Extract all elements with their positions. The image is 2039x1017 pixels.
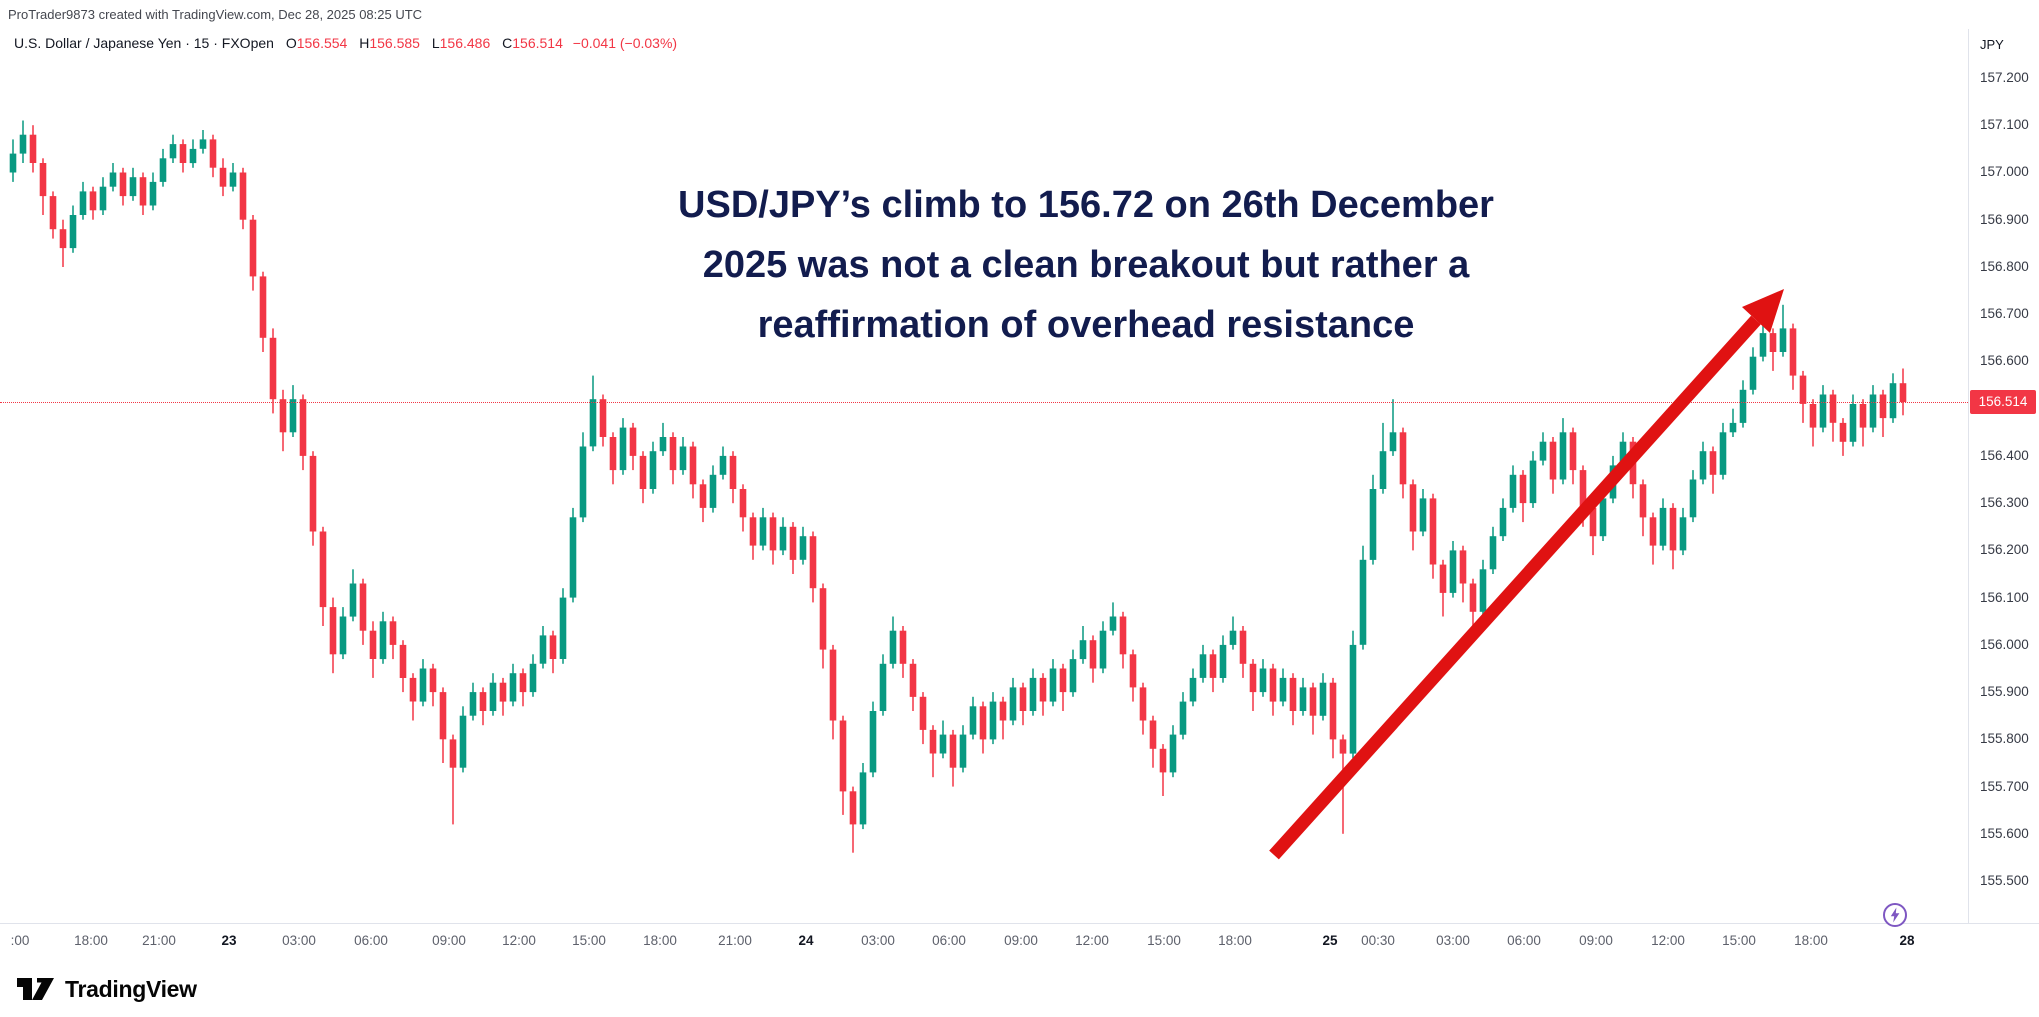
last-price-line xyxy=(0,402,1968,403)
price-tick: 155.600 xyxy=(1980,825,2029,841)
tradingview-logo-icon[interactable] xyxy=(16,975,56,1003)
price-tick: 155.500 xyxy=(1980,873,2029,889)
chart-pane: U.S. Dollar / Japanese Yen · 15 · FXOpen… xyxy=(0,29,1968,923)
time-tick: 15:00 xyxy=(572,933,606,948)
price-axis[interactable]: JPY 157.200 157.100 157.000 156.900 156.800 1… xyxy=(1968,29,2039,923)
time-tick: 12:00 xyxy=(502,933,536,948)
price-tick: 156.300 xyxy=(1980,495,2029,511)
time-tick: 18:00 xyxy=(1794,933,1828,948)
annotation-line-2: 2025 was not a clean breakout but rather… xyxy=(702,244,1470,286)
price-tick: 157.200 xyxy=(1980,70,2029,85)
tradingview-wordmark[interactable]: TradingView xyxy=(65,975,197,1002)
time-tick: 06:00 xyxy=(1507,933,1541,948)
time-tick: 28 xyxy=(1899,933,1915,948)
price-tick: 156.400 xyxy=(1980,447,2029,463)
time-tick: 23 xyxy=(221,933,237,948)
time-axis[interactable]: :00 18:00 21:00 23 03:00 06:00 09:00 12:00 15:00… xyxy=(0,923,2039,963)
open-label: O xyxy=(285,35,297,51)
time-tick: 12:00 xyxy=(1651,933,1685,948)
footer-bar: TradingView xyxy=(0,962,2039,1017)
time-tick: 00:30 xyxy=(1361,933,1395,948)
time-tick: 25 xyxy=(1322,933,1338,948)
price-tick: 155.700 xyxy=(1980,778,2029,794)
time-tick: 03:00 xyxy=(282,933,316,948)
time-tick: 09:00 xyxy=(432,933,466,948)
last-price-badge: 156.514 xyxy=(1970,390,2036,414)
time-tick: 09:00 xyxy=(1004,933,1038,948)
time-tick: 21:00 xyxy=(142,933,176,948)
price-tick: 156.000 xyxy=(1980,636,2029,652)
symbol-info[interactable]: U.S. Dollar / Japanese Yen · 15 · FXOpen xyxy=(14,35,274,51)
change-value: −0.041 (−0.03%) xyxy=(572,35,678,51)
annotation-line-3: reaffirmation of overhead resistance xyxy=(757,304,1415,346)
open-value: 156.554 xyxy=(296,35,348,51)
time-tick: 06:00 xyxy=(354,933,388,948)
time-tick: 21:00 xyxy=(718,933,752,948)
price-tick: 156.900 xyxy=(1980,211,2029,227)
low-label: L xyxy=(431,35,440,51)
time-tick: 24 xyxy=(798,933,814,948)
time-tick: 03:00 xyxy=(861,933,895,948)
price-tick: 156.700 xyxy=(1980,306,2029,322)
attribution-text: ProTrader9873 created with TradingView.c… xyxy=(8,7,423,22)
price-tick: 156.100 xyxy=(1980,589,2029,605)
price-tick: 156.600 xyxy=(1980,353,2029,369)
time-tick: 18:00 xyxy=(1218,933,1252,948)
realtime-lightning-icon[interactable] xyxy=(1881,901,1909,929)
currency-label: JPY xyxy=(1980,37,2004,52)
time-tick: 12:00 xyxy=(1075,933,1109,948)
low-value: 156.486 xyxy=(439,35,491,51)
time-tick: :00 xyxy=(10,933,30,948)
price-tick: 155.900 xyxy=(1980,684,2029,700)
symbol-header: U.S. Dollar / Japanese Yen · 15 · FXOpen… xyxy=(14,35,677,51)
price-tick: 156.200 xyxy=(1980,542,2029,558)
annotation-line-1: USD/JPY’s climb to 156.72 on 26th Decemb… xyxy=(678,184,1494,226)
close-label: C xyxy=(502,35,513,51)
price-tick: 157.100 xyxy=(1980,117,2029,133)
high-value: 156.585 xyxy=(369,35,420,51)
candlestick-chart[interactable] xyxy=(0,29,1968,923)
close-value: 156.514 xyxy=(512,35,563,51)
time-tick: 18:00 xyxy=(74,933,108,948)
annotation-text: USD/JPY’s climb to 156.72 on 26th Decemb… xyxy=(566,175,1606,355)
time-tick: 18:00 xyxy=(643,933,677,948)
attribution-bar: ProTrader9873 created with TradingView.c… xyxy=(0,0,2039,29)
time-tick: 15:00 xyxy=(1147,933,1181,948)
time-tick: 06:00 xyxy=(932,933,966,948)
time-tick: 15:00 xyxy=(1722,933,1756,948)
price-tick: 156.800 xyxy=(1980,258,2029,274)
time-tick: 03:00 xyxy=(1436,933,1470,948)
price-tick: 155.800 xyxy=(1980,731,2029,747)
price-tick: 157.000 xyxy=(1980,164,2029,180)
high-label: H xyxy=(359,35,370,51)
time-tick: 09:00 xyxy=(1579,933,1613,948)
